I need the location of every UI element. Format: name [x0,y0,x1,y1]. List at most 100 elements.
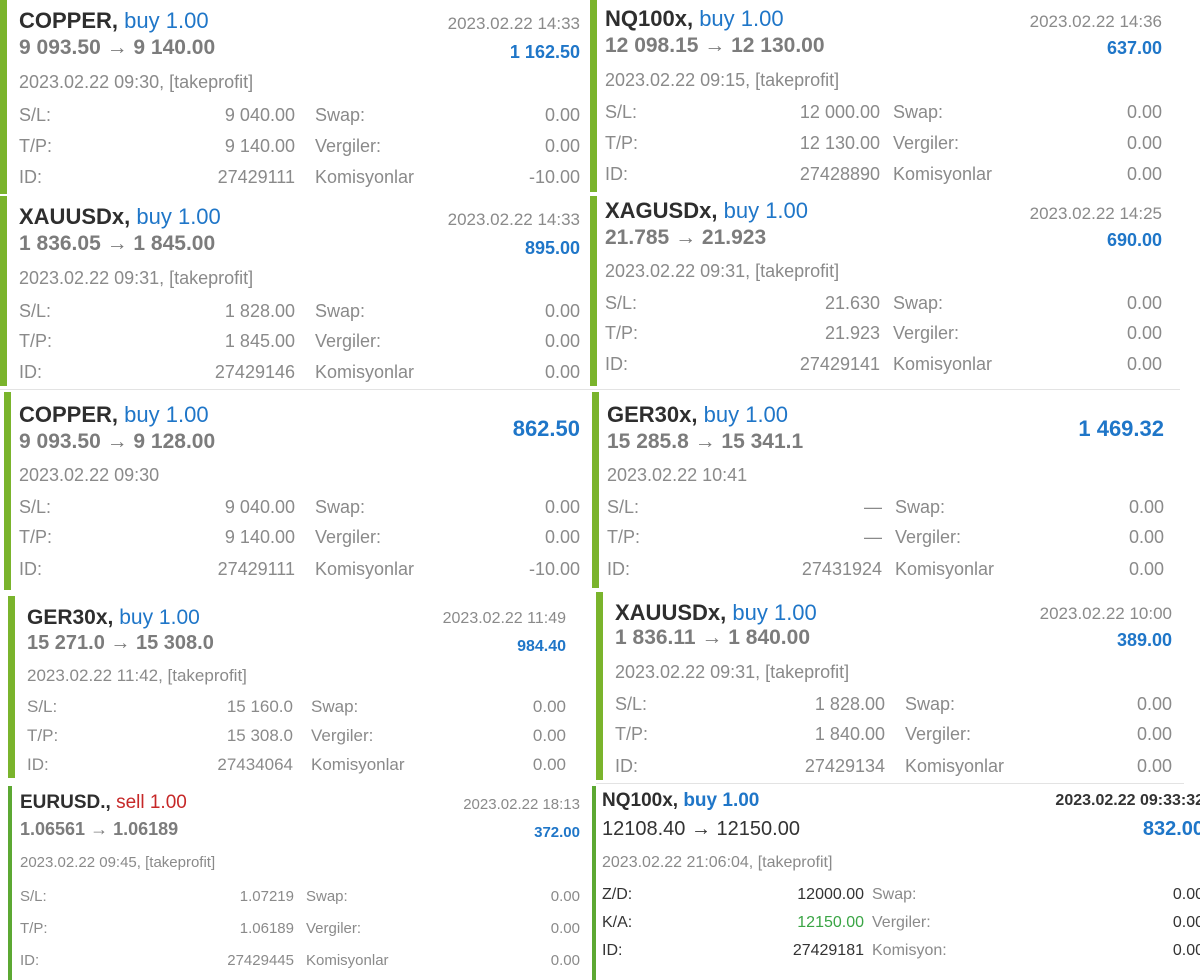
trade-direction: buy 1.00 [732,600,817,625]
tp-value: 9 140.00 [224,136,295,156]
tp-label: T/P: [27,726,59,745]
close-time: 2023.02.22 10:00 [1039,604,1172,623]
sl-label: S/L: [27,697,58,716]
swap-label: Swap: [893,102,944,122]
sl-label: S/L: [19,105,52,125]
trade-symbol: EURUSD., [20,792,111,813]
id-label: ID: [605,164,629,184]
price-range: 12 098.15 → 12 130.00 [605,34,825,57]
close-time: 2023.02.22 14:25 [1029,204,1162,223]
tp-label: T/P: [607,527,641,547]
sl-label: S/L: [605,102,638,122]
id-label: ID: [20,952,40,969]
trade-card[interactable]: XAGUSDx, buy 1.00 2023.02.22 14:25 21.78… [590,196,1180,386]
open-info: 2023.02.22 21:06:04, [takeprofit] [602,854,833,871]
price-range: 1 836.11 → 1 840.00 [615,626,810,649]
commission-label: Komisyonlar [315,362,415,382]
trade-symbol: COPPER, [19,8,119,33]
trade-card[interactable]: NQ100x, buy 1.00 2023.02.22 14:36 12 098… [590,0,1180,192]
commission-value: 0.00 [1136,756,1172,776]
profit-value: 984.40 [517,638,566,655]
swap-value: 0.00 [1126,102,1162,122]
swap-value: 0.00 [1172,886,1200,903]
tp-label: T/P: [605,133,639,153]
tax-label: Vergiler: [872,914,931,931]
trade-card[interactable]: EURUSD., sell 1.00 2023.02.22 18:13 1.06… [8,786,592,980]
profit-value: 1 162.50 [509,42,580,62]
trade-card[interactable]: COPPER, buy 1.00 2023.02.22 14:33 9 093.… [0,0,590,194]
id-value: 27428890 [799,164,880,184]
trade-card[interactable]: XAUUSDx, buy 1.00 2023.02.22 14:33 1 836… [0,196,590,386]
id-label: ID: [19,362,43,382]
tp-label: T/P: [19,527,53,547]
tp-value: 21.923 [824,323,880,343]
trade-direction: buy 1.00 [683,790,760,811]
sl-label: Z/D: [602,886,633,903]
price-range: 12108.40 → 12150.00 [602,818,800,840]
trade-card[interactable]: XAUUSDx, buy 1.00 2023.02.22 10:00 1 836… [596,592,1184,780]
id-label: ID: [607,559,631,579]
tax-value: 0.00 [544,527,580,547]
trade-symbol: COPPER, [19,402,119,427]
sl-label: S/L: [615,694,648,714]
sl-value: 9 040.00 [224,105,295,125]
trade-direction: buy 1.00 [703,402,789,427]
price-range: 9 093.50 → 9 128.00 [19,430,216,453]
trade-symbol: XAGUSDx, [605,198,718,223]
open-info: 2023.02.22 09:31, [takeprofit] [19,268,254,288]
commission-label: Komisyonlar [315,559,415,579]
tp-value: 9 140.00 [224,527,295,547]
close-time: 2023.02.22 14:33 [447,210,580,229]
tax-label: Vergiler: [306,920,362,937]
open-info: 2023.02.22 09:30 [19,465,160,485]
commission-label: Komisyonlar [893,354,993,374]
swap-value: 0.00 [1126,293,1162,313]
id-label: ID: [605,354,629,374]
commission-value: -10.00 [528,559,580,579]
id-value: 27429111 [217,167,295,187]
trade-card[interactable]: NQ100x, buy 1.00 2023.02.22 09:33:32 121… [592,786,1200,980]
id-value: 27429445 [227,952,294,969]
id-label: ID: [27,755,49,774]
sl-value: 1.07219 [239,888,294,905]
swap-value: 0.00 [532,697,566,716]
commission-label: Komisyonlar [306,952,389,969]
commission-value: 0.00 [1126,164,1162,184]
profit-value: 389.00 [1116,630,1172,650]
close-time: 2023.02.22 14:36 [1029,12,1162,31]
commission-label: Komisyonlar [895,559,995,579]
tax-value: 0.00 [1128,527,1164,547]
trade-direction: buy 1.00 [124,402,209,427]
commission-label: Komisyonlar [893,164,993,184]
tp-value: — [864,527,882,547]
profit-value: 832.00 [1142,818,1200,840]
open-info: 2023.02.22 09:45, [takeprofit] [20,854,216,871]
profit-value: 1 469.32 [1078,416,1164,441]
open-info: 2023.02.22 09:31, [takeprofit] [615,662,850,682]
commission-label: Komisyonlar [315,167,415,187]
commission-value: 0.00 [532,755,566,774]
tp-label: T/P: [615,724,649,744]
trade-card[interactable]: COPPER, buy 1.00 9 093.50 → 9 128.00 862… [4,392,590,590]
swap-value: 0.00 [544,301,580,321]
profit-value: 690.00 [1106,230,1162,250]
trade-card[interactable]: GER30x, buy 1.00 2023.02.22 11:49 15 271… [8,596,582,778]
sl-value: 12 000.00 [799,102,880,122]
id-value: 27429146 [214,362,295,382]
trade-card[interactable]: GER30x, buy 1.00 15 285.8 → 15 341.1 1 4… [592,392,1180,588]
id-value: 27429111 [217,559,295,579]
tp-value: 1 845.00 [224,331,295,351]
close-time: 2023.02.22 11:49 [442,610,566,627]
sl-value: — [864,497,882,517]
tax-label: Vergiler: [893,133,960,153]
tax-label: Vergiler: [905,724,972,744]
tax-label: Vergiler: [315,527,382,547]
trade-direction: buy 1.00 [699,6,784,31]
profit-value: 862.50 [512,416,580,441]
trade-symbol: NQ100x, [602,790,679,811]
trade-symbol: GER30x, [27,606,114,629]
tax-value: 0.00 [532,726,566,745]
divider [0,389,1180,390]
sl-label: S/L: [20,888,47,905]
profit-value: 637.00 [1106,38,1162,58]
